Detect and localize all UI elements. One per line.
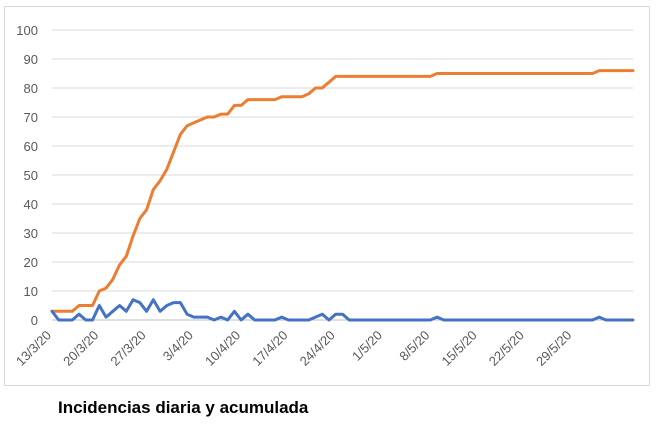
- x-tick-label: 24/4/20: [297, 328, 338, 369]
- series-line-daily: [50, 298, 635, 322]
- y-tick-label: 90: [24, 52, 38, 67]
- y-tick-label: 0: [31, 313, 38, 328]
- y-tick-label: 100: [16, 23, 38, 38]
- x-tick-label: 15/5/20: [438, 328, 479, 369]
- x-tick-label: 29/5/20: [533, 328, 574, 369]
- x-tick-label: 27/3/20: [107, 328, 148, 369]
- x-tick-label: 22/5/20: [486, 328, 527, 369]
- y-tick-label: 20: [24, 255, 38, 270]
- series-line-cumulative: [50, 69, 635, 313]
- x-tick-label: 17/4/20: [249, 328, 290, 369]
- y-tick-label: 60: [24, 139, 38, 154]
- chart-caption: Incidencias diaria y acumulada: [58, 398, 309, 417]
- y-tick-label: 30: [24, 226, 38, 241]
- series-lines: [50, 69, 635, 322]
- y-tick-label: 70: [24, 110, 38, 125]
- x-tick-label: 10/4/20: [202, 328, 243, 369]
- x-tick-label: 20/3/20: [60, 328, 101, 369]
- y-tick-label: 80: [24, 81, 38, 96]
- x-tick-label: 3/4/20: [160, 328, 196, 364]
- x-tick-label: 1/5/20: [349, 328, 385, 364]
- y-tick-label: 40: [24, 197, 38, 212]
- chart-frame: [4, 6, 650, 386]
- x-tick-label: 13/3/20: [13, 328, 54, 369]
- y-tick-label: 10: [24, 284, 38, 299]
- line-chart: 0 10 20 30 40 50 60 70 80 90 100 13/3/20 20/3/20 27/3…: [13, 23, 635, 369]
- y-tick-label: 50: [24, 168, 38, 183]
- x-tick-label: 8/5/20: [396, 328, 432, 364]
